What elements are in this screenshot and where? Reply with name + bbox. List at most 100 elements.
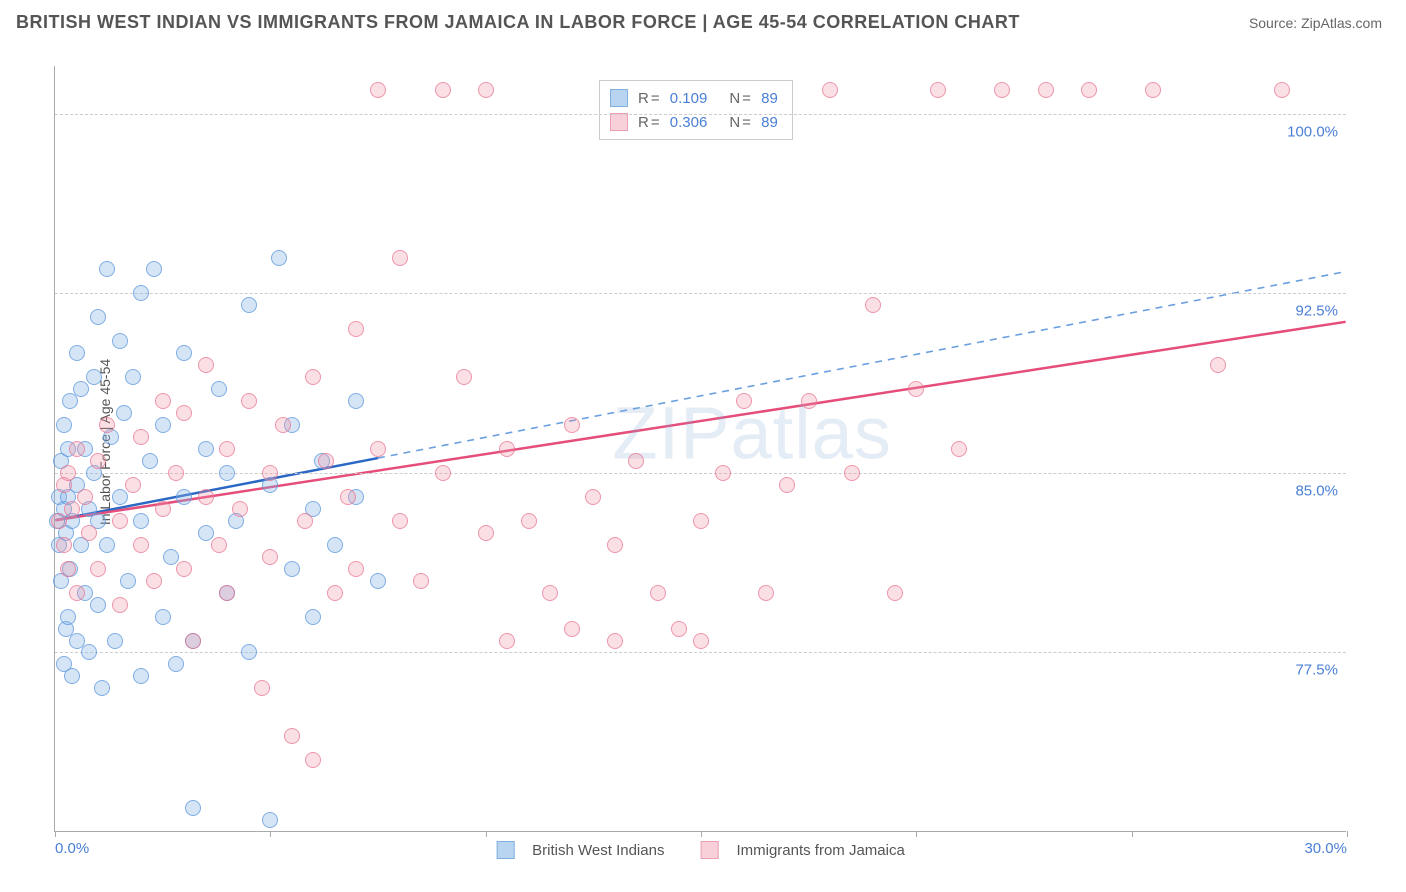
scatter-point — [305, 609, 321, 625]
scatter-point — [112, 513, 128, 529]
bottom-legend: British West IndiansImmigrants from Jama… — [496, 841, 905, 859]
stats-row: R= 0.109N= 89 — [610, 86, 782, 110]
stat-r-value: 0.306 — [666, 114, 708, 131]
legend-item: British West Indians — [496, 841, 664, 859]
scatter-point — [99, 417, 115, 433]
scatter-point — [112, 333, 128, 349]
scatter-point — [801, 393, 817, 409]
scatter-point — [822, 82, 838, 98]
scatter-point — [116, 405, 132, 421]
scatter-point — [715, 465, 731, 481]
scatter-point — [348, 561, 364, 577]
scatter-point — [305, 752, 321, 768]
scatter-point — [887, 585, 903, 601]
scatter-point — [211, 537, 227, 553]
scatter-point — [1274, 82, 1290, 98]
scatter-point — [90, 597, 106, 613]
scatter-point — [155, 501, 171, 517]
scatter-point — [219, 585, 235, 601]
scatter-point — [60, 561, 76, 577]
scatter-point — [90, 453, 106, 469]
xtick — [486, 831, 487, 837]
scatter-point — [60, 609, 76, 625]
scatter-point — [671, 621, 687, 637]
stat-n-label: N — [729, 114, 740, 131]
scatter-point — [844, 465, 860, 481]
scatter-point — [348, 393, 364, 409]
scatter-point — [1038, 82, 1054, 98]
scatter-point — [142, 453, 158, 469]
scatter-point — [994, 82, 1010, 98]
scatter-point — [271, 250, 287, 266]
xtick — [270, 831, 271, 837]
legend-swatch — [700, 841, 718, 859]
scatter-point — [779, 477, 795, 493]
stats-legend: R= 0.109N= 89R= 0.306N= 89 — [599, 80, 793, 140]
scatter-point — [413, 573, 429, 589]
scatter-point — [51, 513, 67, 529]
scatter-point — [81, 644, 97, 660]
scatter-point — [564, 621, 580, 637]
scatter-point — [69, 441, 85, 457]
scatter-point — [112, 597, 128, 613]
scatter-point — [168, 465, 184, 481]
scatter-point — [435, 465, 451, 481]
scatter-point — [185, 633, 201, 649]
chart-source: Source: ZipAtlas.com — [1249, 15, 1382, 31]
ytick-label: 92.5% — [1295, 303, 1338, 320]
scatter-point — [392, 513, 408, 529]
scatter-point — [198, 441, 214, 457]
stat-n-label: N — [729, 90, 740, 107]
scatter-point — [133, 537, 149, 553]
scatter-point — [736, 393, 752, 409]
ytick-label: 100.0% — [1287, 123, 1338, 140]
scatter-point — [94, 680, 110, 696]
scatter-point — [133, 285, 149, 301]
scatter-point — [262, 812, 278, 828]
scatter-point — [86, 369, 102, 385]
scatter-point — [1145, 82, 1161, 98]
scatter-point — [297, 513, 313, 529]
scatter-point — [650, 585, 666, 601]
scatter-point — [340, 489, 356, 505]
scatter-point — [176, 489, 192, 505]
scatter-point — [73, 381, 89, 397]
scatter-point — [499, 441, 515, 457]
scatter-point — [99, 261, 115, 277]
scatter-point — [241, 644, 257, 660]
scatter-point — [198, 357, 214, 373]
scatter-point — [185, 800, 201, 816]
scatter-point — [133, 668, 149, 684]
trend-lines — [55, 66, 1346, 831]
chart-container: In Labor Force | Age 45-54 ZIPatlas R= 0… — [36, 52, 1346, 832]
ytick-label: 77.5% — [1295, 662, 1338, 679]
scatter-point — [1210, 357, 1226, 373]
scatter-point — [607, 537, 623, 553]
scatter-point — [155, 609, 171, 625]
scatter-point — [327, 537, 343, 553]
scatter-point — [107, 633, 123, 649]
scatter-point — [478, 525, 494, 541]
scatter-point — [1081, 82, 1097, 98]
scatter-point — [155, 417, 171, 433]
gridline-h — [55, 473, 1346, 474]
scatter-point — [370, 573, 386, 589]
scatter-point — [56, 417, 72, 433]
scatter-point — [542, 585, 558, 601]
legend-swatch — [610, 89, 628, 107]
scatter-point — [176, 405, 192, 421]
scatter-point — [69, 633, 85, 649]
scatter-point — [564, 417, 580, 433]
scatter-point — [241, 393, 257, 409]
scatter-point — [125, 369, 141, 385]
scatter-point — [64, 668, 80, 684]
scatter-point — [241, 297, 257, 313]
stat-r-value: 0.109 — [666, 90, 708, 107]
scatter-point — [163, 549, 179, 565]
xtick — [1347, 831, 1348, 837]
scatter-point — [56, 537, 72, 553]
scatter-point — [133, 513, 149, 529]
scatter-point — [81, 525, 97, 541]
scatter-point — [275, 417, 291, 433]
scatter-point — [168, 656, 184, 672]
